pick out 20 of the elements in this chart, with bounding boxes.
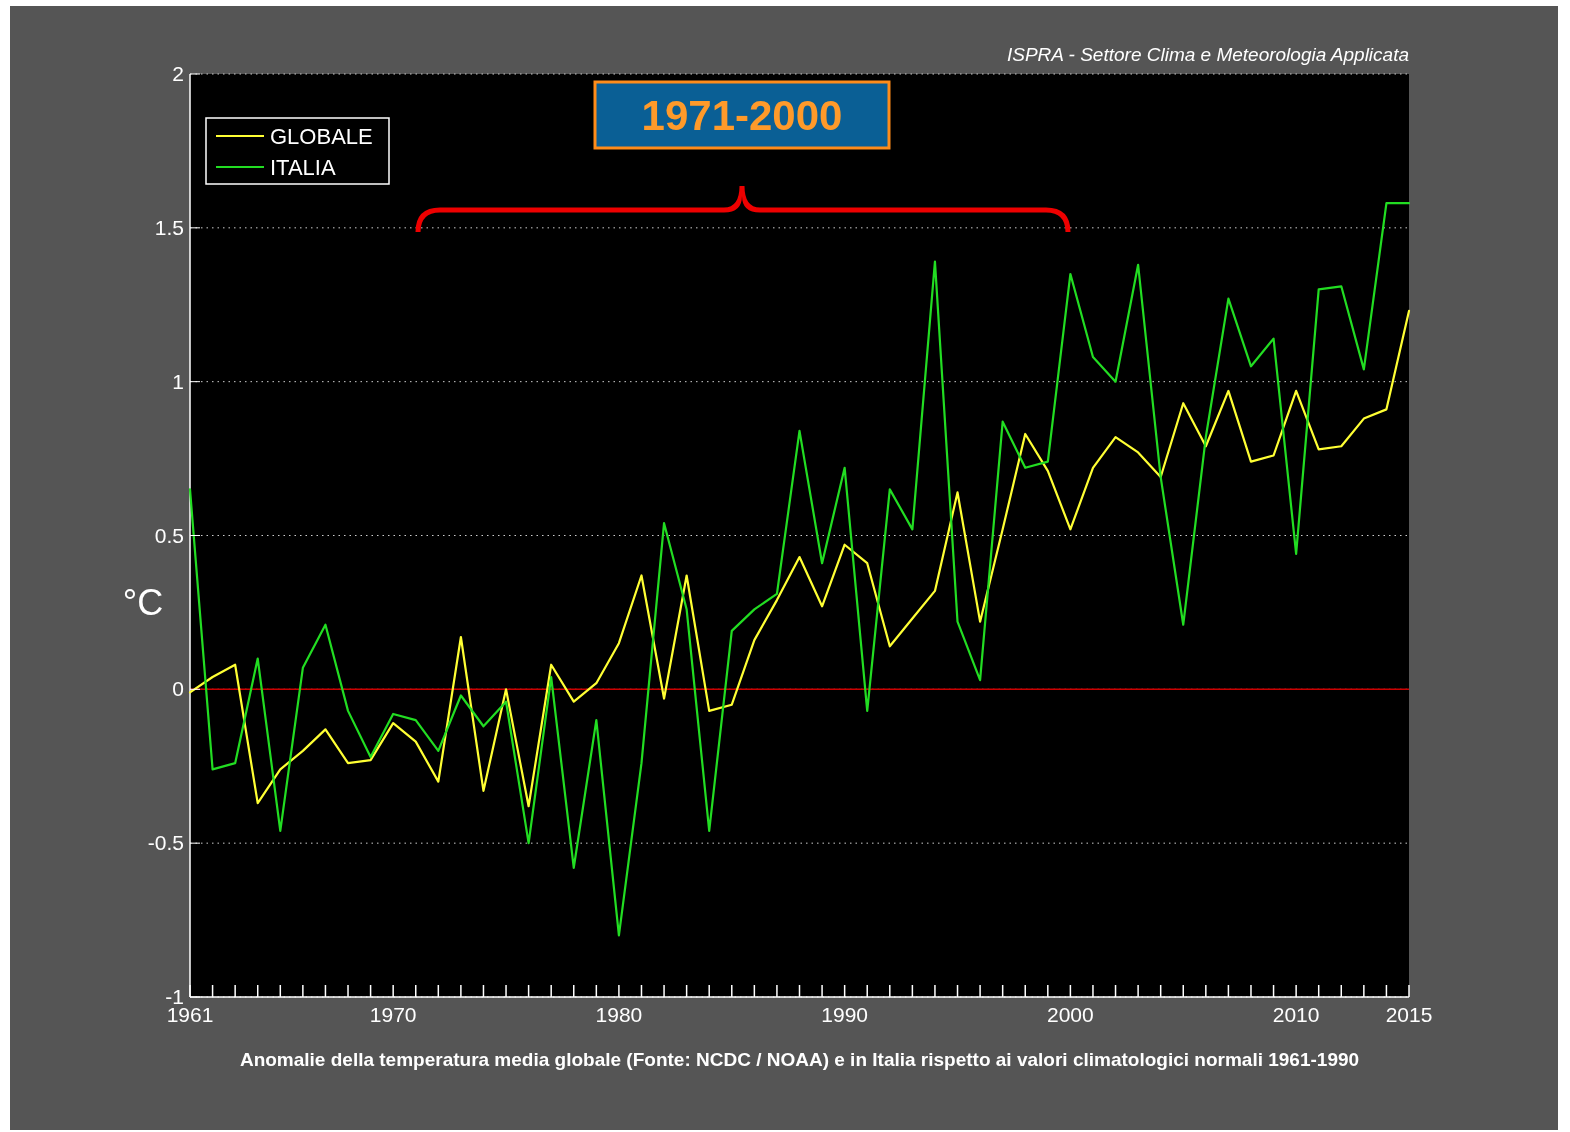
text: Anomalie della temperatura media globale (Fonte: NCDC / NOAA) e in Italia rispetto ai valori climatologici normali 1961-1990 [239, 1049, 1360, 1070]
x-tick-label: 2015 [1385, 1003, 1433, 1026]
x-tick-label: 1970 [369, 1003, 417, 1026]
y-tick-label: 0 [172, 677, 184, 701]
x-tick-label: 2000 [1047, 1003, 1094, 1026]
line-series [188, 309, 1411, 808]
y-tick-label: 1.5 [154, 215, 184, 239]
y-tick-label: -0.5 [147, 831, 184, 855]
chart-subtitle: ISPRA - Settore Clima e Meteorologia Applicata [1007, 44, 1409, 65]
y-tick-label: 1 [172, 369, 184, 393]
annotation: 1971-2000 [641, 92, 843, 139]
legend-label: ITALIA [270, 155, 336, 180]
y-tick-label: 2 [172, 62, 184, 85]
x-tick-label: 1990 [821, 1003, 869, 1026]
legend-label: GLOBALE [270, 124, 373, 149]
y-tick-label: 0.5 [154, 523, 184, 547]
x-tick-label: 1980 [595, 1003, 643, 1026]
y-axis-title: °C [122, 582, 164, 624]
x-tick-label: 2010 [1272, 1003, 1320, 1026]
line-series [188, 202, 1411, 937]
